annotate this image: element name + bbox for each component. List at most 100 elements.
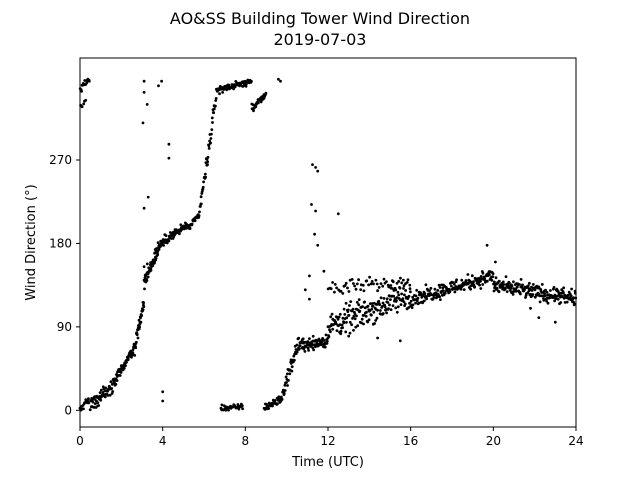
data-point (505, 290, 509, 293)
data-point (136, 336, 140, 340)
data-point (433, 287, 437, 291)
plot-area-frame (79, 57, 577, 428)
data-point (524, 296, 527, 299)
data-point (273, 399, 277, 402)
data-point (495, 286, 499, 290)
data-point (306, 340, 310, 343)
data-point (338, 312, 342, 316)
x-axis-label: Time (UTC) (291, 455, 364, 470)
data-point (485, 243, 489, 247)
data-point (362, 289, 366, 293)
data-point (424, 283, 428, 287)
data-point (493, 284, 497, 288)
data-point (365, 310, 368, 314)
data-point (210, 128, 214, 132)
data-point (142, 90, 146, 94)
data-point (135, 333, 139, 337)
data-point (146, 275, 150, 279)
data-point (220, 403, 224, 407)
data-point (355, 282, 359, 286)
data-point (214, 97, 218, 100)
data-point (379, 282, 383, 285)
data-point (531, 283, 535, 286)
data-point (91, 400, 95, 404)
data-point (308, 274, 311, 278)
data-point (84, 98, 88, 102)
axis-ticks: 0 4 8 12 16 20 24 0 90 180 270 (49, 153, 584, 448)
y-tick-label: 0 (64, 403, 72, 417)
data-point (325, 339, 329, 343)
data-point (566, 293, 570, 297)
data-point (287, 379, 290, 382)
data-point (347, 314, 351, 317)
data-point (325, 342, 329, 345)
data-point (421, 301, 425, 305)
data-point (441, 289, 445, 293)
data-point (118, 374, 122, 377)
data-point (395, 299, 398, 302)
data-point (360, 317, 364, 321)
data-point (145, 279, 149, 282)
data-point (334, 322, 338, 325)
data-point (546, 301, 550, 305)
data-point (374, 319, 378, 322)
data-point (125, 360, 128, 364)
data-point (466, 273, 470, 276)
data-point (542, 298, 546, 302)
data-point (353, 284, 356, 288)
data-point (439, 291, 443, 294)
data-point (290, 369, 294, 373)
data-point (425, 295, 429, 298)
data-point (434, 291, 438, 295)
data-point (134, 340, 138, 344)
data-point (108, 385, 111, 389)
data-point (520, 285, 524, 289)
data-point (111, 390, 115, 393)
data-point (400, 281, 404, 285)
data-point (419, 293, 423, 297)
data-point (565, 300, 569, 304)
data-point (142, 265, 146, 268)
data-point (385, 297, 389, 301)
data-point (366, 304, 370, 308)
data-point (355, 300, 359, 304)
data-point (284, 375, 288, 379)
data-point (372, 282, 375, 286)
data-point (361, 305, 364, 309)
data-point (327, 335, 331, 339)
data-point (264, 91, 268, 95)
data-point (315, 339, 319, 343)
data-point (453, 290, 457, 294)
data-point (108, 393, 112, 397)
data-point (481, 271, 485, 275)
data-point (543, 292, 546, 295)
data-point (573, 302, 576, 306)
data-point (280, 398, 284, 401)
data-point (389, 286, 393, 290)
data-point (227, 408, 230, 412)
data-point (190, 222, 194, 226)
data-point (87, 401, 91, 405)
data-point (339, 289, 343, 293)
data-point (469, 287, 472, 291)
data-point (411, 303, 415, 307)
data-point (320, 343, 323, 347)
data-point (416, 296, 420, 300)
data-point (279, 79, 282, 83)
data-point (570, 287, 573, 291)
data-point (206, 163, 209, 167)
data-point (386, 301, 390, 304)
data-point (519, 292, 522, 296)
data-point (285, 372, 289, 376)
data-point (322, 338, 326, 342)
data-point (493, 280, 496, 284)
data-point (509, 287, 513, 290)
data-point (339, 332, 343, 336)
data-point (344, 281, 348, 285)
data-point (286, 384, 289, 387)
data-point (516, 285, 519, 289)
data-point (146, 195, 150, 199)
data-point (376, 289, 379, 293)
data-point (415, 288, 419, 292)
data-point (501, 285, 505, 289)
